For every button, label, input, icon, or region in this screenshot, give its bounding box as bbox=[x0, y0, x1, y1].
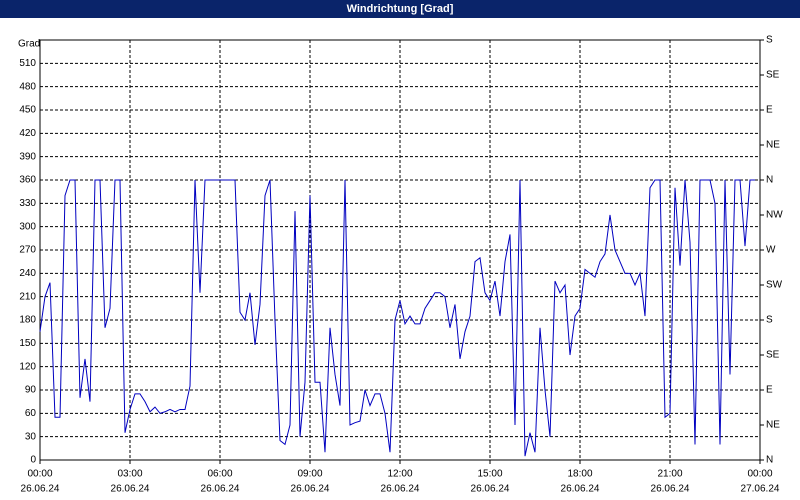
x-tick-label: 15:00 bbox=[477, 469, 502, 480]
y2-tick-label: SE bbox=[766, 70, 780, 81]
y2-tick-label: S bbox=[766, 315, 773, 326]
data-line bbox=[39, 179, 755, 457]
x-tick-date: 26.06.24 bbox=[381, 484, 420, 495]
x-tick-date: 26.06.24 bbox=[561, 484, 600, 495]
window-title: Windrichtung [Grad] bbox=[0, 0, 800, 18]
x-tick-date: 26.06.24 bbox=[291, 484, 330, 495]
y-tick-label: 0 bbox=[30, 455, 36, 466]
y-tick-label: 450 bbox=[19, 105, 36, 116]
y-tick-label: 90 bbox=[25, 385, 37, 396]
y-tick-label: 210 bbox=[19, 291, 36, 302]
x-tick-label: 06:00 bbox=[207, 469, 232, 480]
x-tick-date: 26.06.24 bbox=[651, 484, 690, 495]
y2-tick-label: NE bbox=[766, 420, 780, 431]
y-tick-label: 30 bbox=[25, 431, 37, 442]
x-tick-date: 26.06.24 bbox=[201, 484, 240, 495]
y2-tick-label: NW bbox=[766, 210, 783, 221]
y-tick-label: 150 bbox=[19, 338, 36, 349]
y-tick-label: 390 bbox=[19, 151, 36, 162]
x-tick-date: 26.06.24 bbox=[471, 484, 510, 495]
y2-tick-label: N bbox=[766, 175, 773, 186]
y2-tick-label: W bbox=[766, 245, 776, 256]
x-tick-label: 18:00 bbox=[567, 469, 592, 480]
x-tick-date: 27.06.24 bbox=[741, 484, 780, 495]
chart: Grad 0 30 60 90 120 150 180 210 240 270 300 330 360 3… bbox=[18, 35, 783, 495]
x-tick-date: 26.06.24 bbox=[21, 484, 60, 495]
y2-tick-label: SW bbox=[766, 280, 783, 291]
y-tick-label: 300 bbox=[19, 221, 36, 232]
y-tick-label: 360 bbox=[19, 175, 36, 186]
x-tick-label: 09:00 bbox=[297, 469, 322, 480]
y2-tick-label: E bbox=[766, 385, 773, 396]
y-tick-label: 120 bbox=[19, 361, 36, 372]
y-tick-label: 240 bbox=[19, 268, 36, 279]
x-tick-date: 26.06.24 bbox=[111, 484, 150, 495]
x-tick-label: 03:00 bbox=[117, 469, 142, 480]
y2-tick-label: NE bbox=[766, 140, 780, 151]
y-tick-label: 270 bbox=[19, 245, 36, 256]
plot-frame bbox=[39, 39, 761, 461]
y-tick-label: 480 bbox=[19, 81, 36, 92]
y2-tick-label: SE bbox=[766, 350, 780, 361]
x-tick-label: 00:00 bbox=[747, 469, 772, 480]
y-tick-label: 330 bbox=[19, 198, 36, 209]
x-tick-label: 00:00 bbox=[27, 469, 52, 480]
y2-tick-label: E bbox=[766, 105, 773, 116]
x-tick-label: 21:00 bbox=[657, 469, 682, 480]
x-tick-label: 12:00 bbox=[387, 469, 412, 480]
y-tick-label: 60 bbox=[25, 408, 37, 419]
y-tick-label: 420 bbox=[19, 128, 36, 139]
y-tick-label: 510 bbox=[19, 58, 36, 69]
y-tick-label: 180 bbox=[19, 315, 36, 326]
y2-tick-label: S bbox=[766, 35, 773, 46]
y2-tick-label: N bbox=[766, 455, 773, 466]
y-axis-label: Grad bbox=[18, 39, 40, 50]
